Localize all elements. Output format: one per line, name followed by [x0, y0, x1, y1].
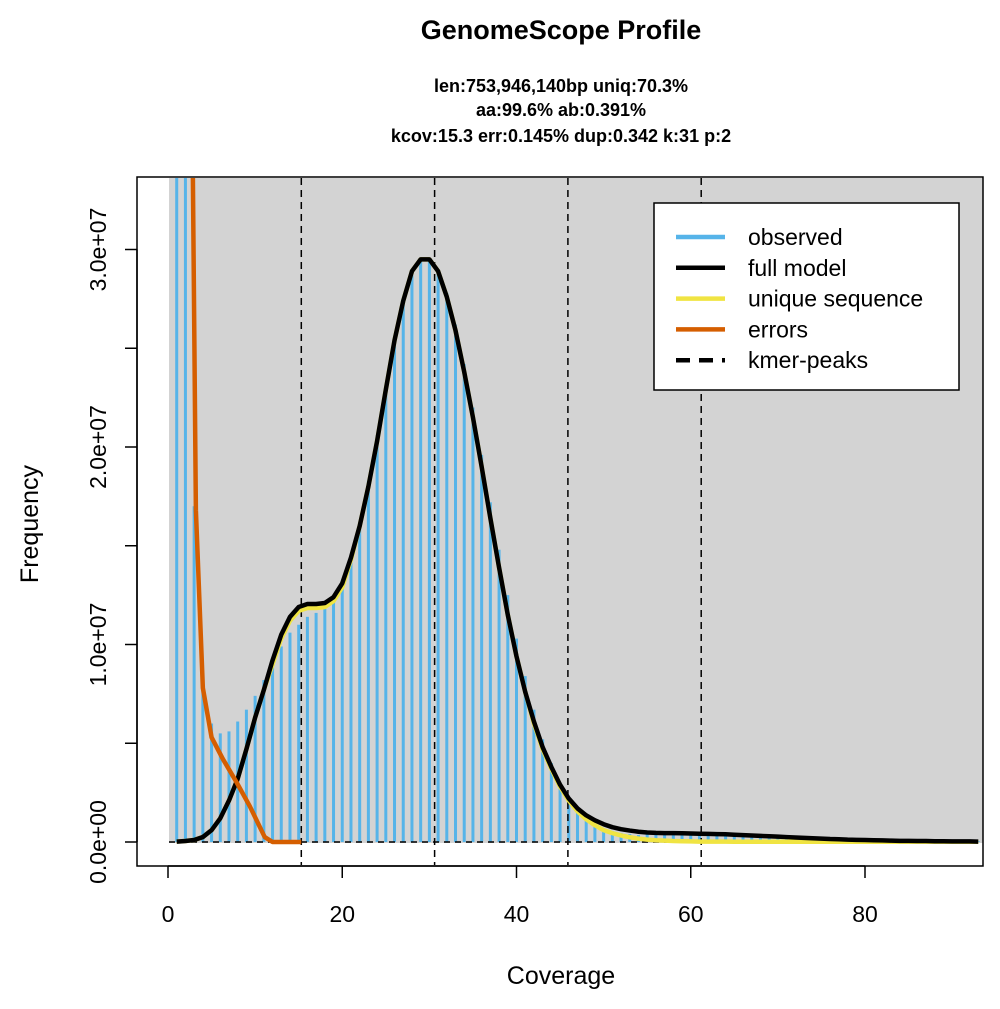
observed-bar: [758, 836, 762, 842]
observed-bar: [515, 638, 518, 842]
observed-bar: [332, 599, 336, 842]
legend-label: kmer-peaks: [748, 347, 868, 373]
observed-bar: [602, 828, 606, 842]
observed-bar: [663, 833, 667, 842]
observed-bar: [741, 836, 745, 842]
x-axis: 0 20 40 60 80: [162, 865, 878, 927]
observed-bar: [262, 680, 266, 842]
observed-bar: [750, 836, 754, 842]
observed-bar: [462, 364, 466, 842]
observed-bar: [584, 818, 588, 842]
unique-sequence-line: [176, 257, 979, 845]
x-tick-label: 60: [678, 901, 704, 927]
observed-bar: [567, 798, 571, 842]
observed-bar: [227, 731, 231, 842]
observed-bar: [218, 733, 222, 842]
observed-bar: [210, 723, 214, 842]
observed-bar: [549, 763, 553, 842]
y-tick-label: 0.0e+00: [85, 800, 111, 884]
observed-bar: [593, 824, 597, 842]
observed-bar: [410, 275, 414, 842]
observed-bar: [401, 304, 405, 842]
observed-bar: [358, 522, 362, 842]
y-tick-label: 1.0e+07: [85, 603, 111, 687]
observed-bar: [375, 435, 379, 842]
observed-bar: [445, 292, 449, 842]
observed-bar: [349, 557, 353, 842]
x-tick-label: 80: [852, 901, 878, 927]
model-lines: [176, 178, 979, 845]
observed-bar: [366, 480, 370, 842]
observed-bar: [654, 833, 658, 842]
chart-title: GenomeScope Profile: [421, 15, 702, 45]
observed-bar: [680, 834, 684, 842]
observed-bar: [314, 612, 318, 842]
observed-bar: [244, 709, 248, 842]
y-tick-label: 2.0e+07: [85, 405, 111, 489]
observed-bar: [297, 624, 301, 842]
y-axis: 0.0e+00 1.0e+07 2.0e+07 3.0e+07: [85, 208, 138, 884]
observed-bar: [436, 269, 440, 842]
observed-bar: [201, 674, 205, 842]
observed-bar: [497, 549, 501, 842]
x-axis-label: Coverage: [507, 962, 615, 990]
observed-bars: [175, 178, 980, 842]
errors-line: [190, 178, 302, 845]
observed-bar: [558, 782, 562, 842]
observed-bar: [480, 454, 484, 842]
observed-bar: [541, 739, 545, 842]
observed-bar: [279, 646, 283, 842]
observed-bar: [732, 835, 736, 842]
legend-label: observed: [748, 224, 843, 250]
observed-bar: [427, 259, 431, 842]
observed-bar: [767, 837, 771, 842]
observed-bar: [724, 835, 728, 842]
observed-bar: [419, 259, 423, 842]
observed-bar: [384, 387, 388, 842]
observed-bar: [506, 595, 510, 842]
observed-bar: [610, 831, 614, 842]
observed-bar: [305, 616, 309, 842]
legend-label: full model: [748, 255, 846, 281]
observed-bar: [689, 834, 693, 842]
observed-bar: [523, 676, 527, 842]
observed-bar: [192, 506, 196, 842]
observed-bar: [671, 833, 675, 842]
observed-bar: [706, 834, 710, 842]
chart-subtitle-line-2: aa:99.6% ab:0.391%: [476, 100, 646, 120]
y-axis-label: Frequency: [16, 464, 44, 583]
observed-bar: [271, 664, 275, 842]
legend-label: errors: [748, 316, 808, 342]
x-tick-label: 20: [329, 901, 355, 927]
observed-bar: [340, 581, 344, 842]
observed-bar: [471, 407, 475, 842]
observed-bar: [323, 608, 327, 842]
observed-bar: [454, 324, 458, 842]
chart-subtitle-line-3: kcov:15.3 err:0.145% dup:0.342 k:31 p:2: [391, 126, 731, 146]
observed-bar: [715, 834, 719, 842]
observed-bar: [288, 632, 292, 842]
x-tick-label: 40: [504, 901, 530, 927]
legend: observed full model unique sequence errors k…: [653, 202, 960, 391]
chart-subtitle-line-1: len:753,946,140bp uniq:70.3%: [434, 76, 688, 96]
y-tick-label: 3.0e+07: [85, 208, 111, 292]
legend-label: unique sequence: [748, 286, 923, 312]
full-model-line: [176, 257, 979, 844]
observed-bar: [532, 709, 536, 842]
observed-bar: [253, 695, 257, 842]
observed-bar: [393, 342, 397, 842]
observed-bar: [175, 178, 179, 842]
observed-bar: [183, 178, 187, 842]
observed-bar: [488, 502, 492, 842]
x-tick-label: 0: [162, 901, 175, 927]
observed-bar: [575, 810, 579, 842]
observed-bar: [697, 834, 701, 842]
